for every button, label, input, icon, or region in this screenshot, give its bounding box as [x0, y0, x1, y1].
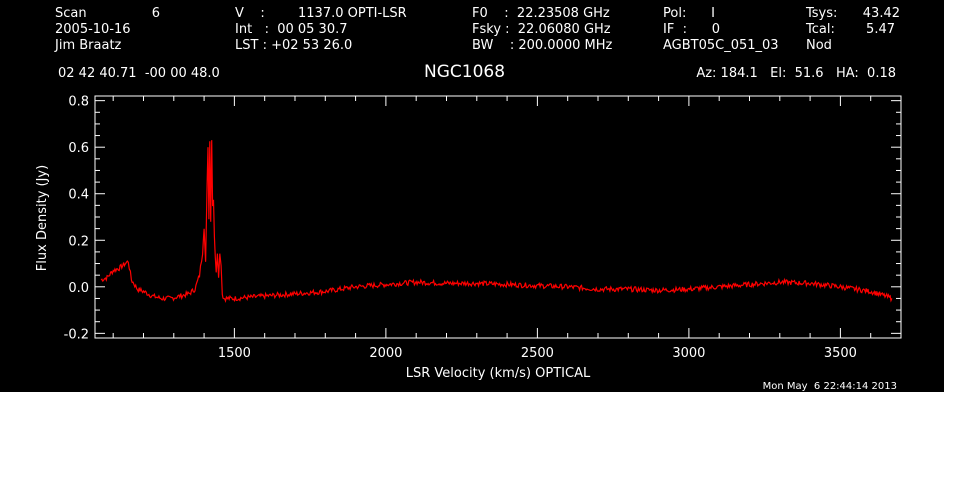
spectrum-line — [100, 140, 893, 304]
x-tick-label: 3500 — [824, 346, 857, 361]
if-number: IF : 0 — [663, 22, 721, 37]
bandwidth: BW : 200.0000 MHz — [472, 38, 613, 53]
tsys-label: Tsys: — [806, 6, 838, 21]
velocity-value: 1137.0 OPTI-LSR — [298, 6, 407, 21]
plot-frame — [94, 95, 902, 339]
y-axis-label: Flux Density (Jy) — [35, 165, 50, 271]
y-tick-label: 0.2 — [68, 234, 89, 249]
x-tick-label: 1500 — [218, 346, 251, 361]
y-tick-label: 0.0 — [68, 281, 89, 296]
plot-timestamp: Mon May 6 22:44:14 2013 — [762, 381, 897, 392]
tsys-value: 43.42 — [862, 6, 900, 21]
scan-number: 6 — [151, 6, 160, 21]
scan-label: Scan — [55, 6, 87, 21]
x-tick-label: 2500 — [521, 346, 554, 361]
spectrum-plot: 1500 2000 2500 3000 3500-0.20.00.20.40.60.8 … — [35, 95, 902, 381]
y-tick-label: 0.4 — [68, 188, 89, 203]
obs-date: 2005-10-16 — [55, 22, 131, 37]
x-axis-label: LSR Velocity (km/s) OPTICAL — [406, 366, 591, 381]
obs-mode: Nod — [806, 38, 832, 53]
rest-frequency: F0 : 22.23508 GHz — [472, 6, 610, 21]
sky-frequency: Fsky : 22.06080 GHz — [472, 22, 611, 37]
project-id: AGBT05C_051_03 — [663, 38, 779, 53]
source-name-title: NGC1068 — [424, 62, 506, 82]
lst-value: LST : +02 53 26.0 — [235, 38, 353, 53]
y-tick-label: 0.8 — [68, 95, 89, 110]
observer-name: Jim Braatz — [55, 38, 122, 53]
polarization: Pol: I — [663, 6, 715, 21]
x-tick-label: 2000 — [369, 346, 402, 361]
tcal-value: 5.47 — [866, 22, 895, 37]
velocity-label: V : — [235, 6, 265, 21]
integration-time: Int : 00 05 30.7 — [235, 22, 348, 37]
y-tick-label: 0.6 — [68, 141, 89, 156]
source-coordinates: 02 42 40.71 -00 00 48.0 — [58, 66, 220, 81]
az-el-ha: Az: 184.1 El: 51.6 HA: 0.18 — [696, 66, 896, 81]
gbtidl-plot-window: Scan 6 2005-10-16 Jim Braatz V : 1137.0 … — [0, 0, 944, 392]
y-tick-label: -0.2 — [64, 327, 89, 342]
x-tick-label: 3000 — [672, 346, 705, 361]
tcal-label: Tcal: — [806, 22, 835, 37]
